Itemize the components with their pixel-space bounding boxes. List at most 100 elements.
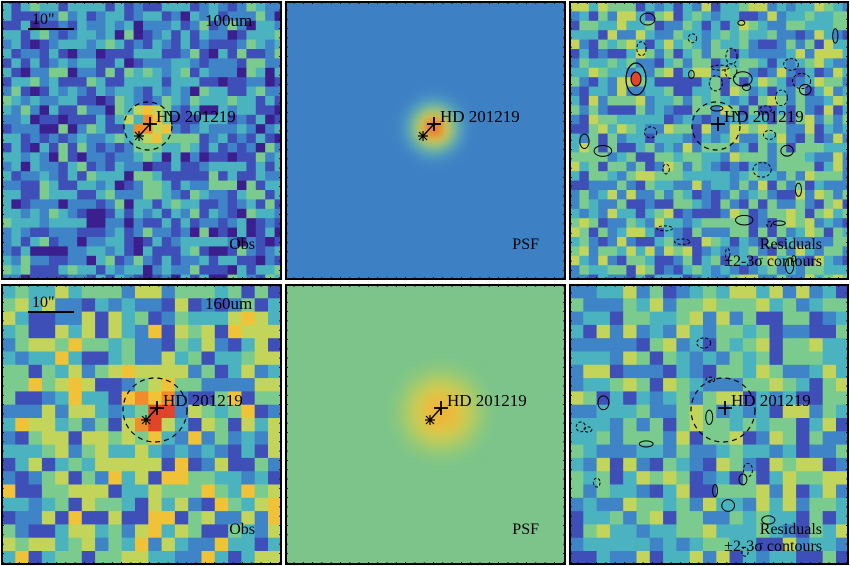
image-pixel <box>174 351 189 366</box>
image-pixel <box>579 246 590 257</box>
image-pixel <box>237 11 247 22</box>
image-pixel <box>15 285 30 299</box>
image-pixel <box>124 246 135 257</box>
image-pixel <box>268 351 281 366</box>
image-pixel <box>570 133 580 144</box>
image-pixel <box>143 255 153 266</box>
image-pixel <box>171 274 182 279</box>
image-pixel <box>635 161 646 172</box>
image-pixel <box>682 180 693 191</box>
target-label: HD 201219 <box>447 391 527 410</box>
image-pixel <box>836 431 848 446</box>
image-pixel <box>20 190 31 200</box>
image-pixel <box>617 152 627 163</box>
image-pixel <box>208 49 219 59</box>
image-pixel <box>218 171 229 182</box>
image-pixel <box>776 77 787 88</box>
image-pixel <box>81 431 96 446</box>
image-pixel <box>161 351 176 366</box>
image-pixel <box>161 537 176 552</box>
image-pixel <box>583 444 598 459</box>
image-pixel <box>701 237 712 247</box>
image-pixel <box>842 161 848 172</box>
image-pixel <box>58 133 69 144</box>
image-pixel <box>49 152 59 163</box>
image-pixel <box>645 2 656 12</box>
image-pixel <box>124 265 135 276</box>
image-pixel <box>67 11 78 22</box>
image-pixel <box>190 218 200 229</box>
image-pixel <box>274 265 281 276</box>
image-pixel <box>133 11 144 22</box>
band-label: 160um <box>205 294 252 313</box>
image-pixel <box>836 471 848 485</box>
image-pixel <box>208 133 219 144</box>
image-pixel <box>649 497 664 512</box>
image-pixel <box>805 180 815 191</box>
image-pixel <box>809 444 824 459</box>
image-pixel <box>786 171 797 182</box>
image-pixel <box>609 285 624 299</box>
image-pixel <box>135 351 149 366</box>
image-pixel <box>41 484 56 499</box>
image-pixel <box>645 152 656 163</box>
image-pixel <box>190 67 200 78</box>
image-pixel <box>214 418 229 432</box>
image-pixel <box>28 537 43 552</box>
image-pixel <box>208 86 219 97</box>
image-pixel <box>108 471 123 485</box>
image-pixel <box>190 105 200 116</box>
image-pixel <box>96 105 106 116</box>
image-pixel <box>208 255 219 266</box>
image-pixel <box>596 391 611 406</box>
image-pixel <box>77 77 88 88</box>
image-pixel <box>214 338 229 352</box>
image-pixel <box>649 444 664 459</box>
image-pixel <box>161 524 176 539</box>
image-pixel <box>254 391 269 406</box>
image-pixel <box>739 114 750 125</box>
image-pixel <box>30 2 41 12</box>
image-pixel <box>596 311 611 326</box>
image-pixel <box>114 114 125 125</box>
image-pixel <box>114 67 125 78</box>
image-pixel <box>28 418 43 432</box>
image-pixel <box>607 2 618 12</box>
image-pixel <box>588 246 599 257</box>
image-pixel <box>673 171 684 182</box>
image-pixel <box>664 265 674 276</box>
image-pixel <box>11 96 22 106</box>
image-pixel <box>133 180 144 191</box>
image-pixel <box>30 227 41 238</box>
image-pixel <box>814 274 825 279</box>
image-pixel <box>782 484 797 499</box>
image-pixel <box>190 2 200 12</box>
image-pixel <box>782 444 797 459</box>
image-pixel <box>274 2 281 12</box>
image-pixel <box>711 96 721 106</box>
image-pixel <box>598 105 609 116</box>
image-pixel <box>748 265 759 276</box>
image-pixel <box>776 96 787 106</box>
image-pixel <box>795 265 806 276</box>
target-label: HD 201219 <box>156 107 236 126</box>
image-pixel <box>711 190 721 200</box>
image-pixel <box>49 246 59 257</box>
image-pixel <box>805 190 815 200</box>
image-pixel <box>255 105 266 116</box>
image-pixel <box>782 431 797 446</box>
image-pixel <box>152 39 163 50</box>
image-pixel <box>246 105 257 116</box>
image-pixel <box>809 338 824 352</box>
image-pixel <box>171 161 182 172</box>
image-pixel <box>833 133 844 144</box>
image-pixel <box>161 471 176 485</box>
image-pixel <box>756 497 770 512</box>
image-pixel <box>237 67 247 78</box>
image-pixel <box>786 124 797 135</box>
image-pixel <box>842 274 848 279</box>
image-pixel <box>96 152 106 163</box>
image-pixel <box>623 378 637 392</box>
image-pixel <box>636 431 651 446</box>
image-pixel <box>241 391 256 406</box>
